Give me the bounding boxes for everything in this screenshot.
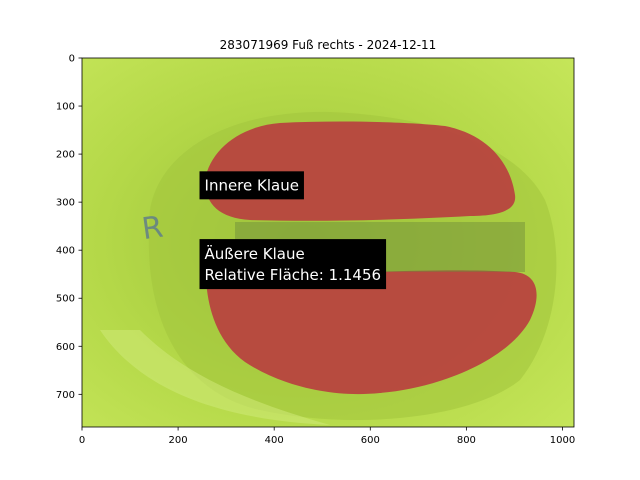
annotation-inner-claw-box [199,171,304,200]
inner-claw-region [205,121,516,221]
y-tick-label: 400 [56,246,75,257]
x-axis: 0 200 400 600 800 1000 [79,427,575,446]
x-tick-label: 400 [265,435,284,446]
y-axis: 0 100 200 300 400 500 600 700 [56,54,82,401]
annotation-inner-claw: Innere Klaue [199,171,304,200]
x-tick-label: 200 [169,435,188,446]
fabric-fold-light [100,330,330,425]
annotation-outer-claw-line: Relative Fläche: 1.1456 [205,266,382,284]
x-tick-label: 0 [79,435,85,446]
x-tick-label: 600 [361,435,380,446]
annotation-outer-claw-line: Äußere Klaue [205,244,305,263]
y-tick-label: 600 [56,342,75,353]
annotation-outer-claw-box [199,239,387,290]
annotation-outer-claw: Äußere Klaue Relative Fläche: 1.1456 [199,239,387,290]
x-tick-label: 800 [457,435,476,446]
marker-letter: R [140,210,166,248]
annotation-inner-claw-line: Innere Klaue [205,176,299,194]
axes-frame [81,57,575,428]
y-tick-label: 700 [56,390,75,401]
y-tick-label: 0 [69,54,75,65]
y-tick-label: 100 [56,102,75,113]
y-tick-label: 200 [56,150,75,161]
y-tick-label: 300 [56,198,75,209]
annotation-outer-claw-text: Äußere Klaue Relative Fläche: 1.1456 [205,244,382,284]
chart-title: 283071969 Fuß rechts - 2024-12-11 [220,38,437,52]
x-tick-label: 1000 [550,435,575,446]
annotation-inner-claw-text: Innere Klaue [205,176,299,194]
y-tick-label: 500 [56,294,75,305]
outer-claw-region [206,270,537,395]
